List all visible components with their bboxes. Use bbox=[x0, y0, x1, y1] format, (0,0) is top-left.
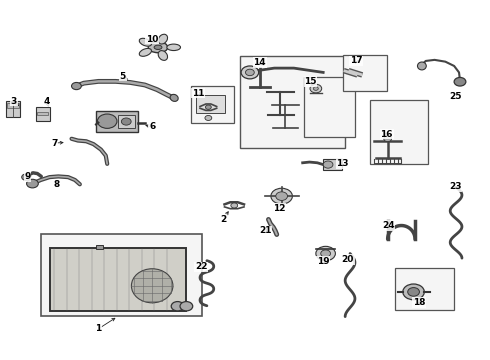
Circle shape bbox=[276, 192, 288, 201]
Text: 15: 15 bbox=[304, 77, 317, 86]
Circle shape bbox=[408, 288, 419, 296]
Bar bbox=[96, 244, 103, 249]
Circle shape bbox=[403, 284, 424, 300]
Text: 11: 11 bbox=[192, 89, 204, 98]
Circle shape bbox=[323, 161, 333, 168]
Bar bbox=[49, 248, 186, 311]
Text: 19: 19 bbox=[317, 257, 329, 266]
Bar bbox=[96, 111, 138, 132]
Bar bbox=[6, 103, 19, 108]
Circle shape bbox=[22, 174, 30, 180]
Text: 10: 10 bbox=[146, 35, 158, 44]
Circle shape bbox=[26, 179, 38, 188]
Circle shape bbox=[245, 69, 254, 76]
Bar bbox=[304, 77, 355, 137]
Ellipse shape bbox=[154, 45, 162, 49]
Text: 25: 25 bbox=[449, 92, 462, 101]
Circle shape bbox=[241, 66, 259, 79]
Ellipse shape bbox=[417, 62, 426, 70]
Text: 3: 3 bbox=[11, 96, 17, 105]
Circle shape bbox=[122, 118, 131, 125]
Text: 12: 12 bbox=[273, 204, 286, 213]
Text: 20: 20 bbox=[342, 255, 354, 264]
Circle shape bbox=[98, 114, 117, 129]
Circle shape bbox=[72, 82, 81, 90]
Circle shape bbox=[316, 246, 335, 261]
Bar bbox=[240, 56, 345, 148]
Ellipse shape bbox=[167, 44, 180, 50]
Text: 7: 7 bbox=[51, 139, 58, 148]
Ellipse shape bbox=[131, 269, 173, 303]
Text: 5: 5 bbox=[120, 72, 126, 81]
Circle shape bbox=[271, 188, 293, 204]
Text: 9: 9 bbox=[24, 172, 31, 181]
Bar bbox=[118, 116, 135, 128]
Text: 22: 22 bbox=[195, 262, 207, 271]
Circle shape bbox=[180, 302, 193, 311]
Circle shape bbox=[205, 116, 212, 121]
Bar bbox=[36, 107, 49, 121]
Text: 21: 21 bbox=[259, 226, 272, 235]
Ellipse shape bbox=[148, 42, 168, 53]
Ellipse shape bbox=[158, 34, 168, 44]
Ellipse shape bbox=[139, 49, 151, 56]
Bar bbox=[5, 101, 20, 117]
Circle shape bbox=[171, 302, 184, 311]
Text: 23: 23 bbox=[449, 182, 462, 191]
Circle shape bbox=[384, 136, 392, 141]
Bar bbox=[343, 55, 387, 91]
Text: 1: 1 bbox=[95, 324, 101, 333]
Text: 24: 24 bbox=[382, 221, 394, 230]
Circle shape bbox=[310, 84, 322, 93]
Ellipse shape bbox=[158, 51, 168, 60]
Ellipse shape bbox=[170, 94, 178, 102]
Circle shape bbox=[321, 250, 331, 257]
Circle shape bbox=[454, 77, 466, 86]
Bar bbox=[196, 95, 225, 113]
Text: 18: 18 bbox=[413, 298, 426, 307]
Bar bbox=[323, 159, 342, 170]
Circle shape bbox=[205, 105, 211, 109]
Text: 2: 2 bbox=[220, 215, 226, 224]
Circle shape bbox=[231, 203, 238, 208]
Text: 14: 14 bbox=[253, 58, 266, 67]
Text: 8: 8 bbox=[54, 180, 60, 189]
Bar bbox=[370, 100, 428, 164]
Text: 4: 4 bbox=[44, 97, 50, 106]
Bar bbox=[37, 112, 48, 116]
Ellipse shape bbox=[139, 38, 151, 46]
Text: 13: 13 bbox=[337, 159, 349, 168]
Text: 6: 6 bbox=[149, 122, 155, 131]
Bar bbox=[395, 267, 454, 310]
Text: 16: 16 bbox=[380, 130, 393, 139]
Circle shape bbox=[314, 87, 318, 90]
Text: 17: 17 bbox=[350, 57, 363, 66]
Bar bbox=[41, 234, 202, 316]
Bar bbox=[191, 86, 234, 123]
